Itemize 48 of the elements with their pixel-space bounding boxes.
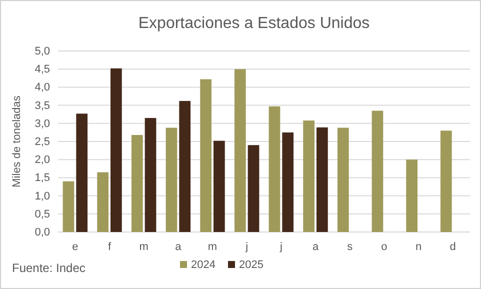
source-note: Fuente: Indec [12, 261, 86, 275]
bar [144, 118, 156, 232]
bar [234, 69, 246, 232]
bar [200, 79, 212, 232]
x-tick-label: n [415, 240, 422, 253]
y-tick-label: 2,5 [34, 136, 50, 148]
bar [316, 127, 328, 232]
x-tick-label: o [381, 240, 388, 253]
bar [166, 128, 178, 232]
bar [131, 134, 143, 232]
y-tick-label: 1,0 [34, 190, 50, 202]
bar [110, 68, 122, 232]
bar [214, 140, 225, 232]
y-tick-label: 3,5 [34, 100, 50, 112]
bar [76, 114, 88, 232]
bar [248, 145, 260, 232]
bar [97, 172, 108, 232]
bar [282, 132, 294, 232]
y-tick-label: 2,0 [34, 154, 50, 166]
bar [62, 181, 74, 232]
bar [440, 130, 452, 232]
y-tick-label: 1,5 [34, 172, 50, 184]
bar [337, 128, 349, 232]
bar [372, 110, 384, 232]
y-tick-label: 4,0 [34, 82, 50, 94]
y-tick-label: 0,5 [34, 208, 50, 220]
y-tick-label: 3,0 [34, 118, 50, 130]
x-tick-label: m [139, 240, 148, 253]
x-tick-label: m [208, 240, 218, 253]
y-axis-title: Miles de toneladas [11, 95, 23, 188]
chart-title: Exportaciones a Estados Unidos [138, 15, 370, 32]
x-tick-label: a [175, 240, 182, 253]
legend-label: 2025 [239, 259, 264, 271]
x-tick-label: d [450, 240, 456, 253]
x-tick-label: j [244, 240, 248, 253]
x-tick-label: a [312, 240, 320, 253]
x-tick-label: f [108, 240, 112, 253]
y-tick-label: 4,5 [34, 64, 50, 76]
bar [303, 120, 314, 232]
x-tick-label: e [72, 240, 78, 253]
y-tick-label: 0,0 [34, 226, 50, 239]
x-tick-label: s [347, 240, 354, 253]
x-tick-label: j [278, 240, 282, 253]
bar [268, 106, 280, 232]
legend-label: 2024 [191, 259, 216, 271]
bar [179, 100, 191, 232]
y-tick-label: 5,0 [34, 46, 50, 58]
bar [406, 160, 418, 232]
